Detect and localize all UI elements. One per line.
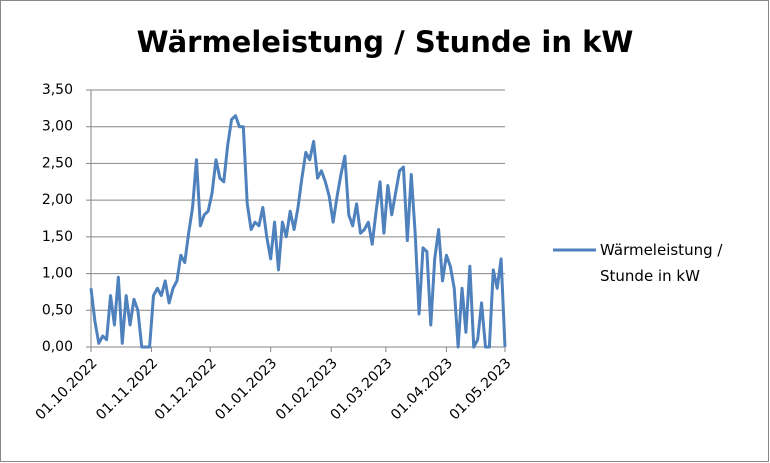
y-tick-label: 3,00 (42, 119, 73, 135)
y-tick-label: 2,00 (42, 192, 73, 208)
y-tick-label: 1,50 (42, 229, 73, 245)
y-tick-label: 3,50 (42, 82, 73, 98)
legend-label: Wärmeleistung / Stunde in kW (600, 241, 723, 285)
y-tick-label: 0,00 (42, 339, 73, 355)
y-tick-label: 0,50 (42, 302, 73, 318)
chart-title: Wärmeleistung / Stunde in kW (137, 25, 634, 59)
y-tick-label: 2,50 (42, 155, 73, 171)
data-line (89, 114, 507, 349)
y-tick-label: 1,00 (42, 266, 73, 282)
